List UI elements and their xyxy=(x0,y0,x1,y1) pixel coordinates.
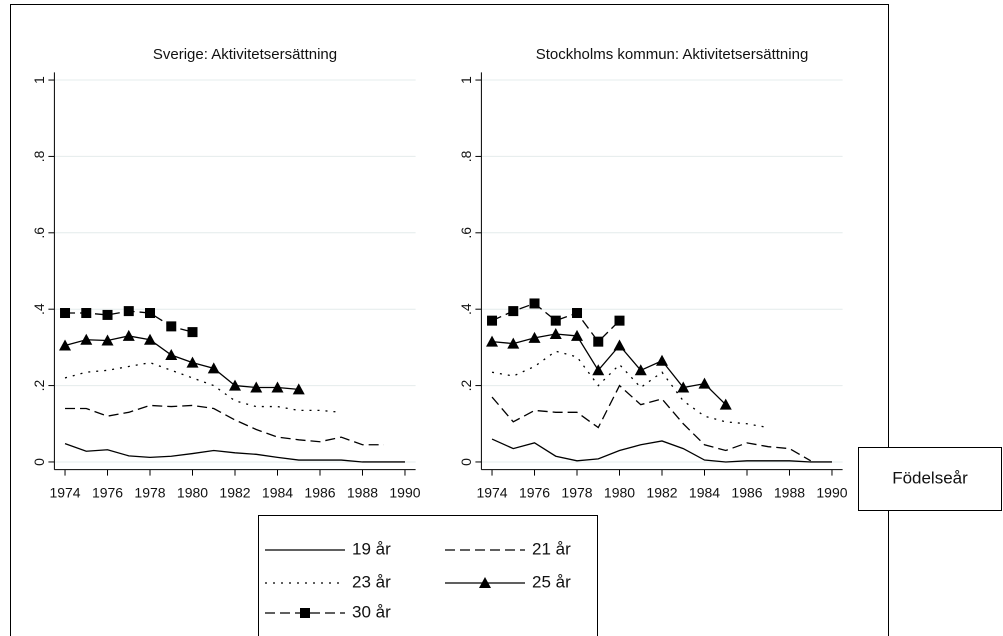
y-tick-label: .6 xyxy=(31,227,47,239)
legend-label: 19 år xyxy=(352,539,391,558)
marker xyxy=(634,364,647,376)
marker xyxy=(613,339,626,351)
marker xyxy=(571,329,584,341)
marker xyxy=(614,315,625,326)
y-tick-label: .4 xyxy=(31,303,47,315)
x-tick-label: 1980 xyxy=(177,484,208,500)
marker xyxy=(592,364,605,376)
marker xyxy=(81,308,92,319)
marker xyxy=(60,308,71,319)
x-tick-label: 1976 xyxy=(519,484,550,500)
marker xyxy=(719,398,732,410)
marker xyxy=(507,337,520,349)
x-tick-label: 1988 xyxy=(347,484,378,500)
series-line xyxy=(64,443,405,463)
marker xyxy=(165,349,178,361)
marker xyxy=(102,309,113,320)
x-tick-label: 1986 xyxy=(731,484,762,500)
marker xyxy=(187,327,198,338)
y-tick-label: 1 xyxy=(31,76,47,84)
marker xyxy=(59,339,72,351)
legend-label: 23 år xyxy=(352,572,391,591)
marker xyxy=(529,298,540,309)
y-tick-label: .8 xyxy=(31,150,47,162)
series-line xyxy=(491,438,832,463)
marker xyxy=(207,362,220,374)
x-tick-label: 1986 xyxy=(304,484,335,500)
x-tick-label: 1978 xyxy=(561,484,592,500)
x-tick-label: 1984 xyxy=(262,484,293,500)
marker xyxy=(186,356,199,368)
marker xyxy=(698,377,711,389)
marker xyxy=(528,331,541,343)
marker xyxy=(250,381,263,393)
legend-label: 21 år xyxy=(532,539,571,558)
marker xyxy=(271,381,284,393)
marker xyxy=(292,383,305,395)
marker xyxy=(486,335,499,347)
x-tick-label: 1984 xyxy=(689,484,720,500)
marker xyxy=(549,328,562,340)
series-line xyxy=(65,404,384,446)
y-tick-label: .8 xyxy=(458,150,474,162)
axis-title-box xyxy=(858,447,1002,511)
x-tick-label: 1980 xyxy=(604,484,635,500)
x-axis-title: Födelseår xyxy=(892,468,968,487)
marker xyxy=(677,381,690,393)
y-tick-label: .2 xyxy=(31,380,47,392)
marker xyxy=(572,308,583,319)
y-tick-label: 1 xyxy=(458,76,474,84)
y-tick-label: .6 xyxy=(458,227,474,239)
series-line xyxy=(491,384,812,462)
marker xyxy=(656,354,668,366)
series-line xyxy=(64,335,299,391)
marker xyxy=(123,306,134,317)
legend-label: 25 år xyxy=(532,572,571,591)
marker xyxy=(300,608,310,618)
marker xyxy=(487,315,498,326)
marker xyxy=(80,333,93,345)
marker xyxy=(145,308,156,319)
marker xyxy=(593,336,604,347)
marker xyxy=(122,329,135,341)
series-line xyxy=(491,350,769,429)
y-tick-label: 0 xyxy=(31,458,47,466)
x-tick-label: 1982 xyxy=(646,484,677,500)
chart-title: Stockholms kommun: Aktivitetsersättning xyxy=(536,46,809,63)
marker xyxy=(101,334,114,346)
x-tick-label: 1974 xyxy=(476,484,507,500)
marker xyxy=(550,315,561,326)
series-line xyxy=(64,361,342,413)
x-tick-label: 1976 xyxy=(92,484,123,500)
y-tick-label: 0 xyxy=(458,458,474,466)
x-tick-label: 1990 xyxy=(389,484,420,500)
x-tick-label: 1990 xyxy=(816,484,847,500)
x-tick-label: 1982 xyxy=(219,484,250,500)
x-tick-label: 1978 xyxy=(134,484,165,500)
y-tick-label: .4 xyxy=(458,303,474,315)
x-tick-label: 1974 xyxy=(49,484,80,500)
marker xyxy=(479,577,491,588)
marker xyxy=(508,306,519,317)
marker xyxy=(229,379,241,391)
legend-label: 30 år xyxy=(352,602,391,621)
chart-title: Sverige: Aktivitetsersättning xyxy=(153,46,337,63)
x-tick-label: 1988 xyxy=(774,484,805,500)
marker xyxy=(144,333,157,345)
y-tick-label: .2 xyxy=(458,380,474,392)
marker xyxy=(166,321,177,332)
legend-box xyxy=(258,515,598,636)
